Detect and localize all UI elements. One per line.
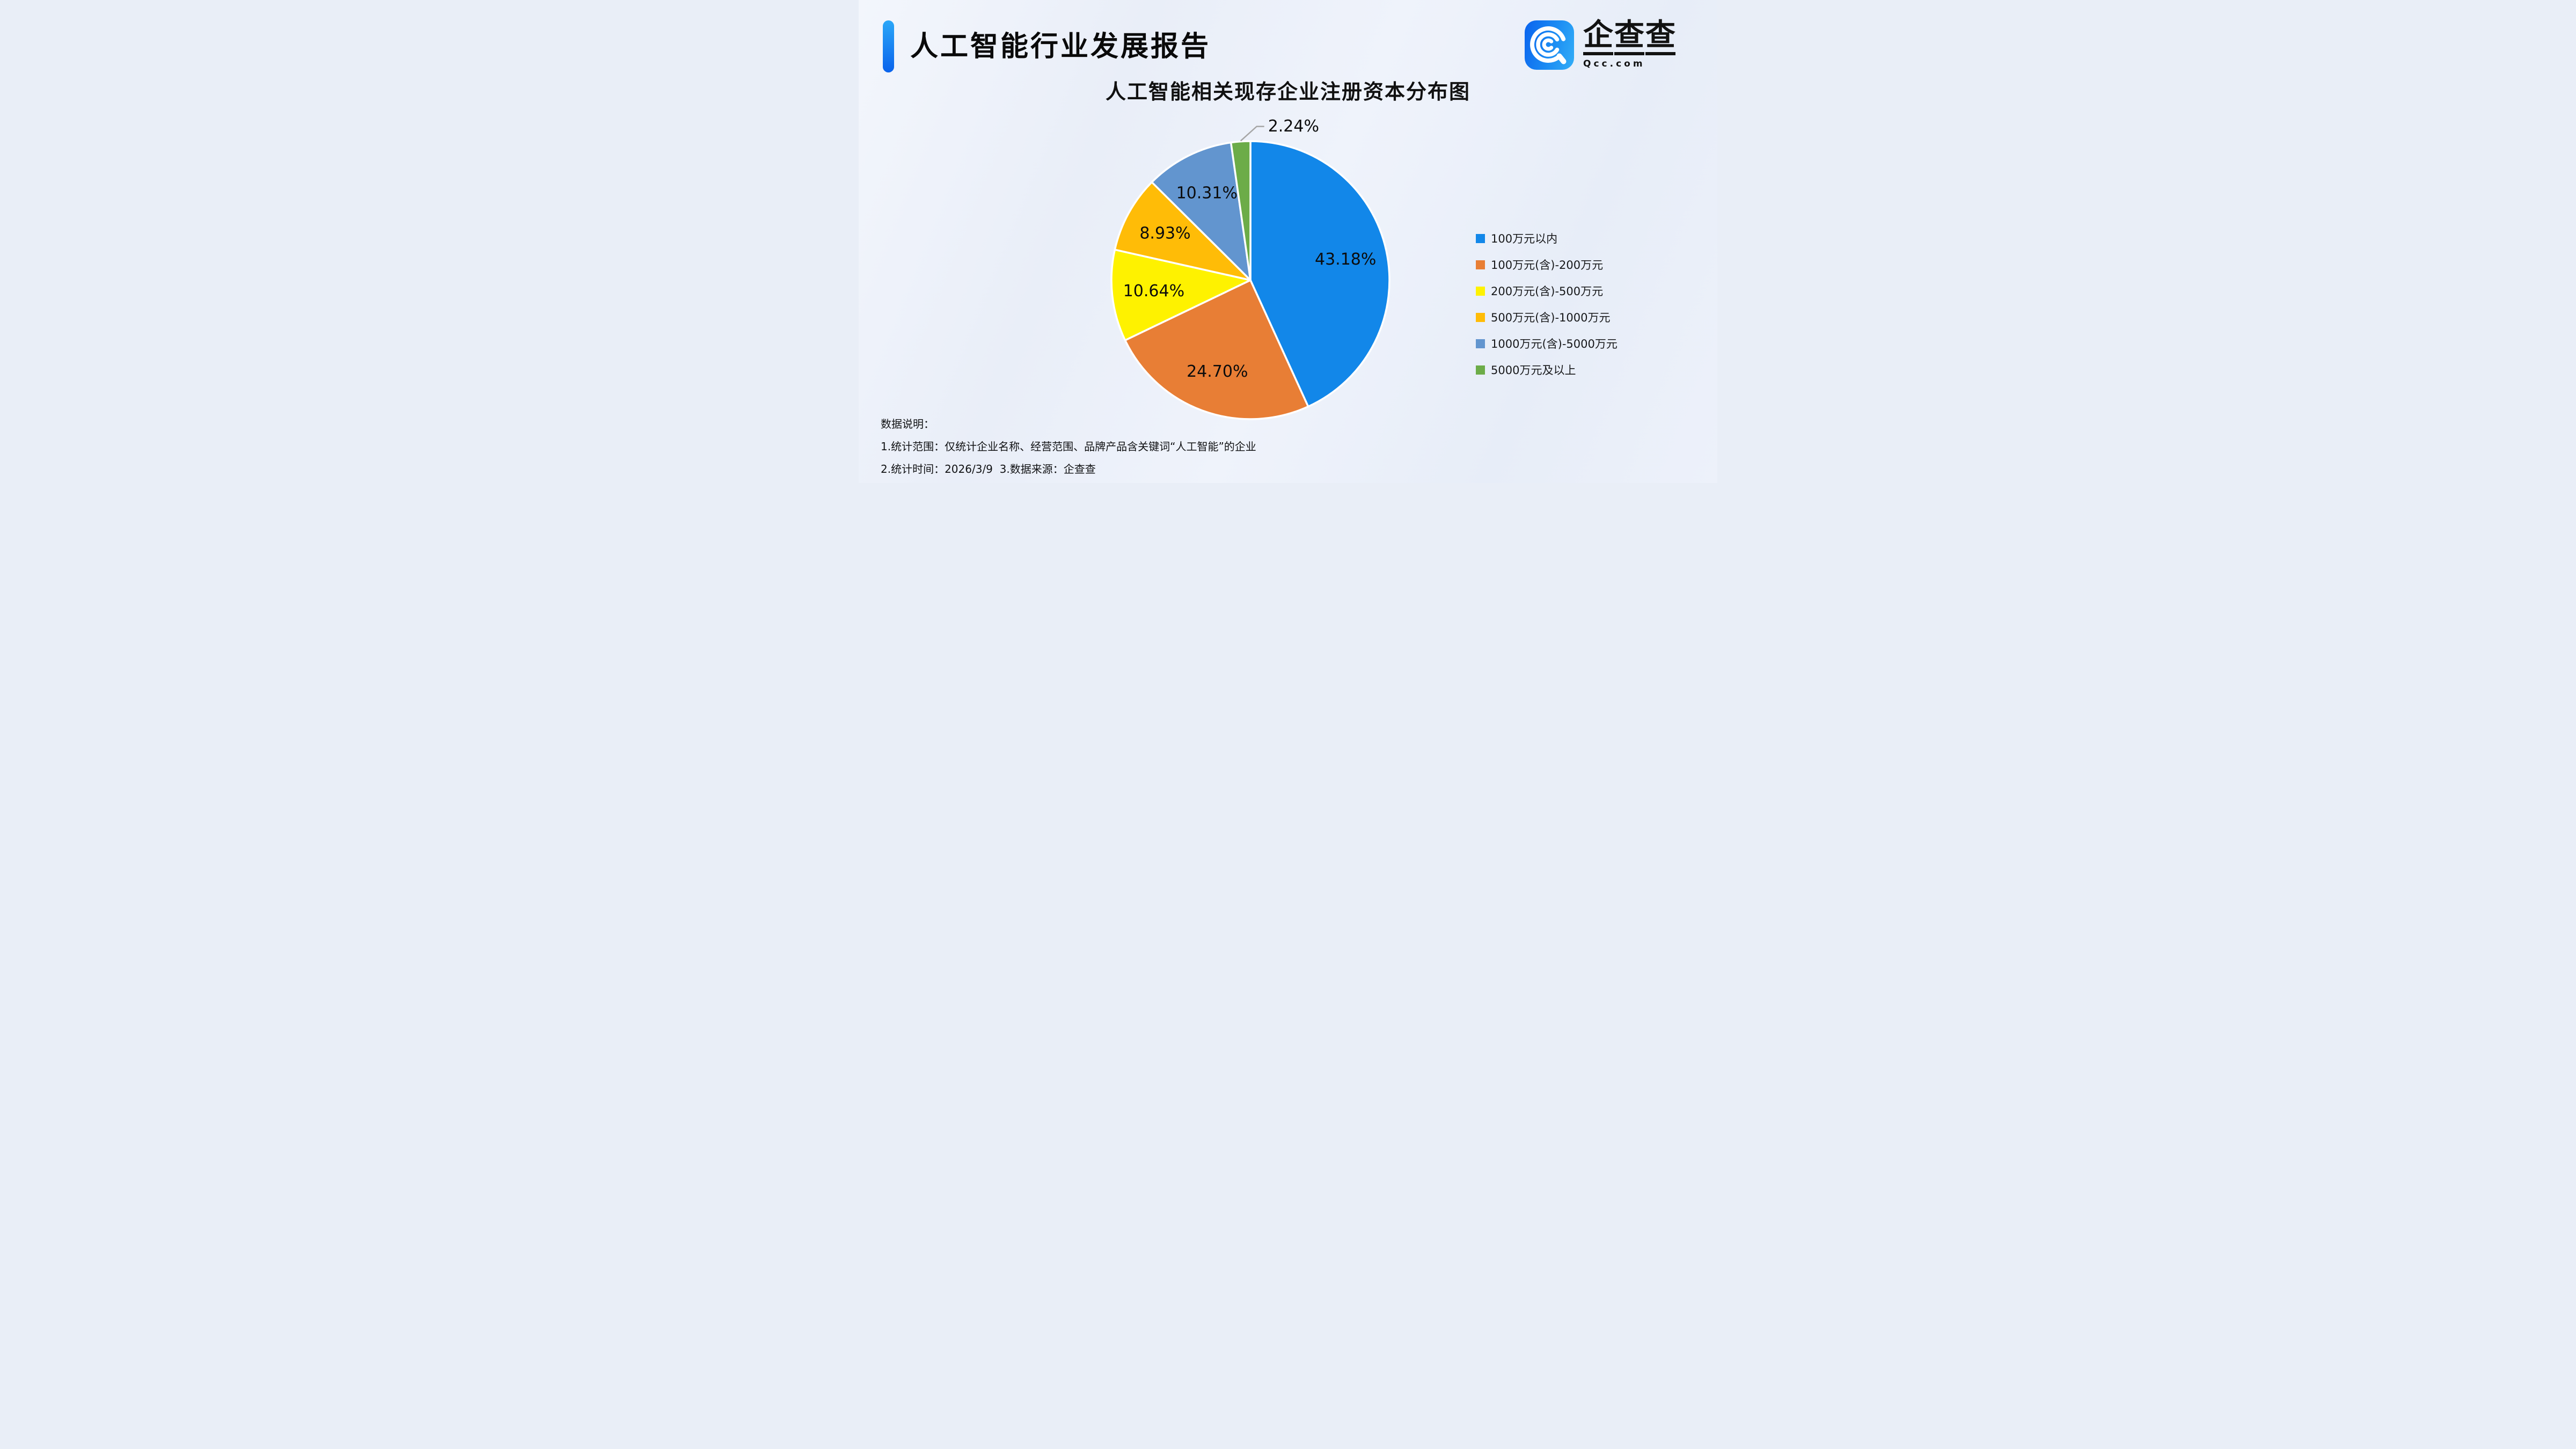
- qcc-logo: 企 查 查 Qcc.com: [1525, 20, 1677, 70]
- qcc-logo-char: 企: [1583, 20, 1613, 55]
- legend-label: 200万元(含)-500万元: [1491, 285, 1604, 298]
- pie-slice-3: [1114, 181, 1252, 281]
- legend-label: 100万元以内: [1491, 232, 1558, 245]
- legend-label: 5000万元及以上: [1491, 364, 1576, 377]
- legend-item-0: 100万元以内: [1476, 232, 1618, 245]
- report-canvas: 人工智能行业发展报告 企 查 查 Qcc.com 人工智能相关现存企业注册资本分…: [859, 0, 1717, 483]
- legend-swatch-icon: [1476, 286, 1485, 296]
- legend-swatch-icon: [1476, 260, 1485, 269]
- qcc-logo-domain: Qcc.com: [1583, 58, 1645, 69]
- legend-swatch-icon: [1476, 312, 1485, 322]
- legend-item-3: 500万元(含)-1000万元: [1476, 311, 1618, 324]
- legend-item-2: 200万元(含)-500万元: [1476, 284, 1618, 298]
- pie-label-leader-line: [1240, 126, 1264, 142]
- legend-label: 1000万元(含)-5000万元: [1491, 338, 1618, 350]
- pie-slice-5: [1230, 140, 1252, 281]
- legend-label: 100万元(含)-200万元: [1491, 259, 1604, 272]
- pie-label-2: 10.64%: [1123, 282, 1184, 301]
- pie-chart: 43.18% 24.70% 10.64% 8.93% 10.31% 2.24%: [1110, 117, 1391, 420]
- legend-item-1: 100万元(含)-200万元: [1476, 258, 1618, 272]
- qcc-magnifier-icon: [1525, 20, 1574, 70]
- footer-heading: 数据说明：: [881, 418, 934, 430]
- footer-note-1: 1.统计范围：仅统计企业名称、经营范围、品牌产品含关键词“人工智能”的企业: [881, 440, 1256, 453]
- pie-label-3: 8.93%: [1139, 224, 1190, 243]
- footer-note-2: 2.统计时间：2026/3/9 3.数据来源：企查查: [881, 463, 1096, 475]
- legend-swatch-icon: [1476, 339, 1485, 348]
- title-accent-bar: [883, 20, 894, 72]
- pie-label-4: 10.31%: [1176, 184, 1238, 202]
- qcc-logo-text: 企 查 查 Qcc.com: [1583, 20, 1677, 69]
- qcc-logo-char: 查: [1614, 20, 1644, 55]
- legend-label: 500万元(含)-1000万元: [1491, 311, 1611, 324]
- legend-swatch-icon: [1476, 365, 1485, 375]
- pie-slice-0: [1249, 140, 1391, 408]
- pie-label-0: 43.18%: [1315, 250, 1376, 269]
- pie-label-1: 24.70%: [1187, 362, 1248, 381]
- qcc-logo-char: 查: [1645, 20, 1675, 55]
- qcc-logo-wordmark: 企 查 查: [1583, 20, 1677, 55]
- pie-slice-1: [1124, 279, 1309, 420]
- pie-slice-2: [1110, 248, 1252, 341]
- page-title: 人工智能行业发展报告: [910, 31, 1211, 63]
- chart-title: 人工智能相关现存企业注册资本分布图: [1105, 80, 1470, 104]
- legend-swatch-icon: [1476, 233, 1485, 243]
- footer-notes: 数据说明： 1.统计范围：仅统计企业名称、经营范围、品牌产品含关键词“人工智能”…: [881, 417, 1256, 483]
- pie-label-5: 2.24%: [1268, 117, 1319, 136]
- pie-slice-4: [1151, 141, 1252, 281]
- legend-item-4: 1000万元(含)-5000万元: [1476, 337, 1618, 350]
- legend-item-5: 5000万元及以上: [1476, 363, 1618, 377]
- legend: 100万元以内 100万元(含)-200万元 200万元(含)-500万元 500万元…: [1476, 232, 1618, 390]
